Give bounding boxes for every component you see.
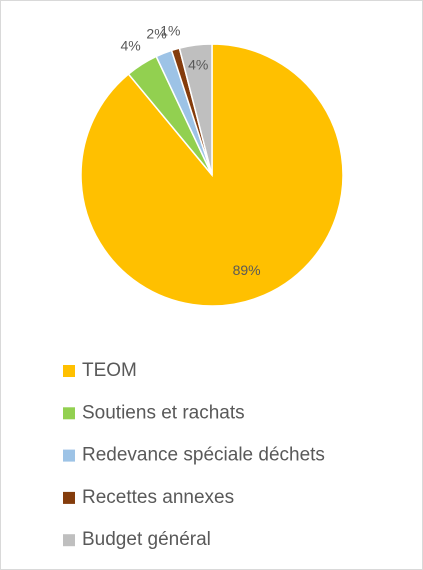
- legend-marker: [63, 534, 75, 547]
- legend-marker: [63, 365, 75, 377]
- pie-slice: [178, 43, 213, 176]
- legend-label: Redevance spéciale déchets: [82, 445, 325, 466]
- data-label: 4%: [120, 37, 140, 53]
- legend-marker: [63, 449, 75, 462]
- data-label: 1%: [160, 22, 180, 38]
- data-label: 4%: [188, 57, 208, 73]
- legend-label: Budget général: [82, 529, 211, 550]
- data-label: 89%: [233, 262, 261, 278]
- legend-marker: [63, 407, 75, 420]
- data-label: 2%: [146, 26, 166, 42]
- legend-label: Soutiens et rachats: [82, 402, 245, 423]
- legend-marker: [63, 491, 75, 504]
- legend-label: TEOM: [82, 360, 137, 381]
- legend-label: Recettes annexes: [82, 487, 234, 508]
